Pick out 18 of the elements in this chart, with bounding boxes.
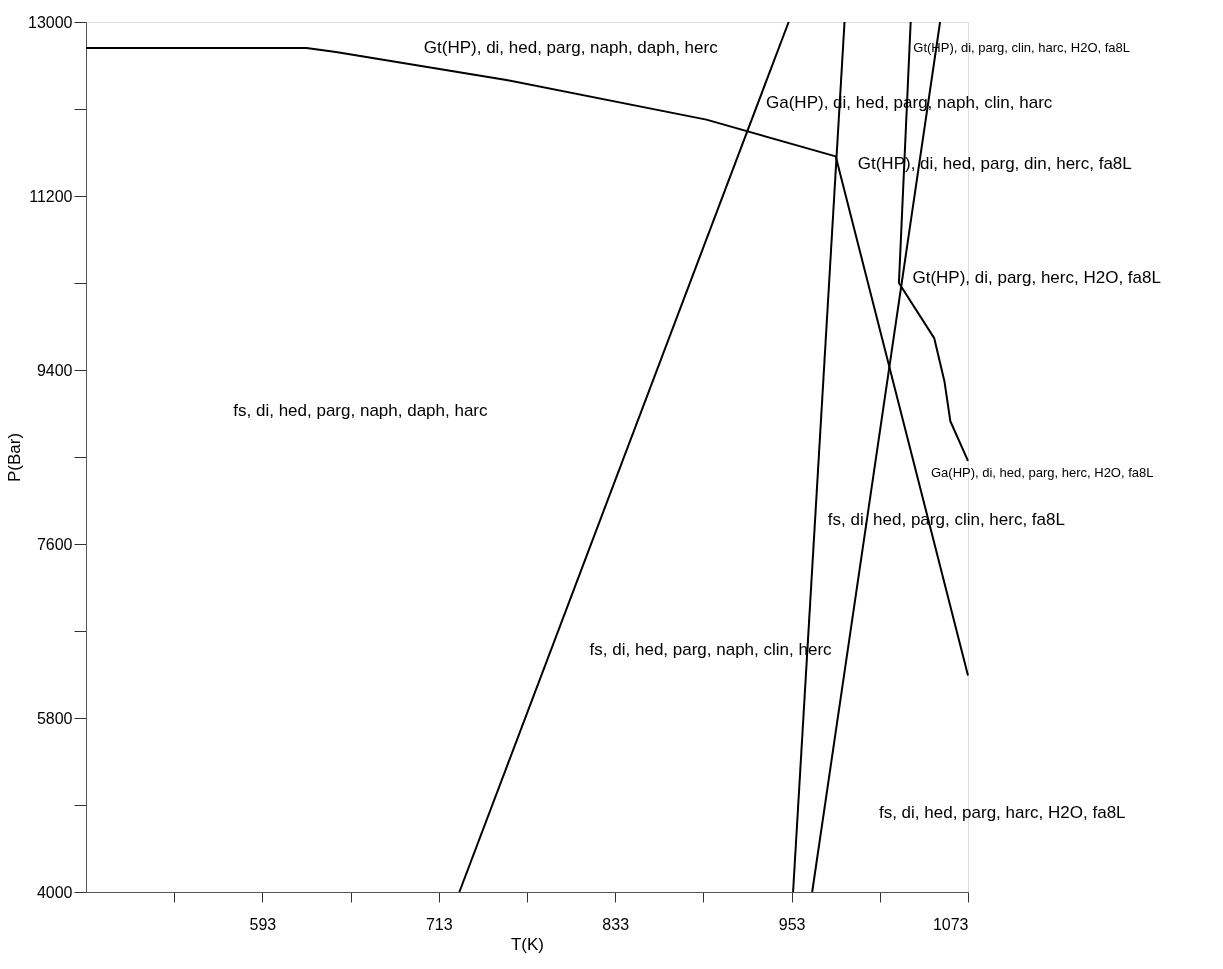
annotation: Gt(HP), di, parg, herc, H2O, fa8L xyxy=(912,267,1161,287)
x-tick-label: 1073 xyxy=(932,915,969,933)
y-tick-label: 5800 xyxy=(36,709,73,727)
x-tick-label: 953 xyxy=(778,915,806,933)
x-tick-label: 833 xyxy=(602,915,630,933)
y-tick-label: 11200 xyxy=(29,187,73,205)
annotation: Ga(HP), di, hed, parg, herc, H2O, fa8L xyxy=(930,464,1154,480)
y-tick-label: 7600 xyxy=(36,535,73,553)
y-tick-label: 4000 xyxy=(36,883,73,901)
annotation: fs, di, hed, parg, naph, daph, harc xyxy=(233,400,489,420)
annotation: Gt(HP), di, hed, parg, naph, daph, herc xyxy=(423,38,719,58)
annotation: fs, di, hed, parg, harc, H2O, fa8L xyxy=(878,802,1126,822)
y-tick-label: 13000 xyxy=(28,13,73,31)
y-axis-title: P(Bar) xyxy=(5,432,25,483)
x-tick-label: 593 xyxy=(249,915,277,933)
x-tick-label: 713 xyxy=(425,915,453,933)
x-axis-title: T(K) xyxy=(510,934,545,954)
y-tick-label: 9400 xyxy=(36,361,73,379)
